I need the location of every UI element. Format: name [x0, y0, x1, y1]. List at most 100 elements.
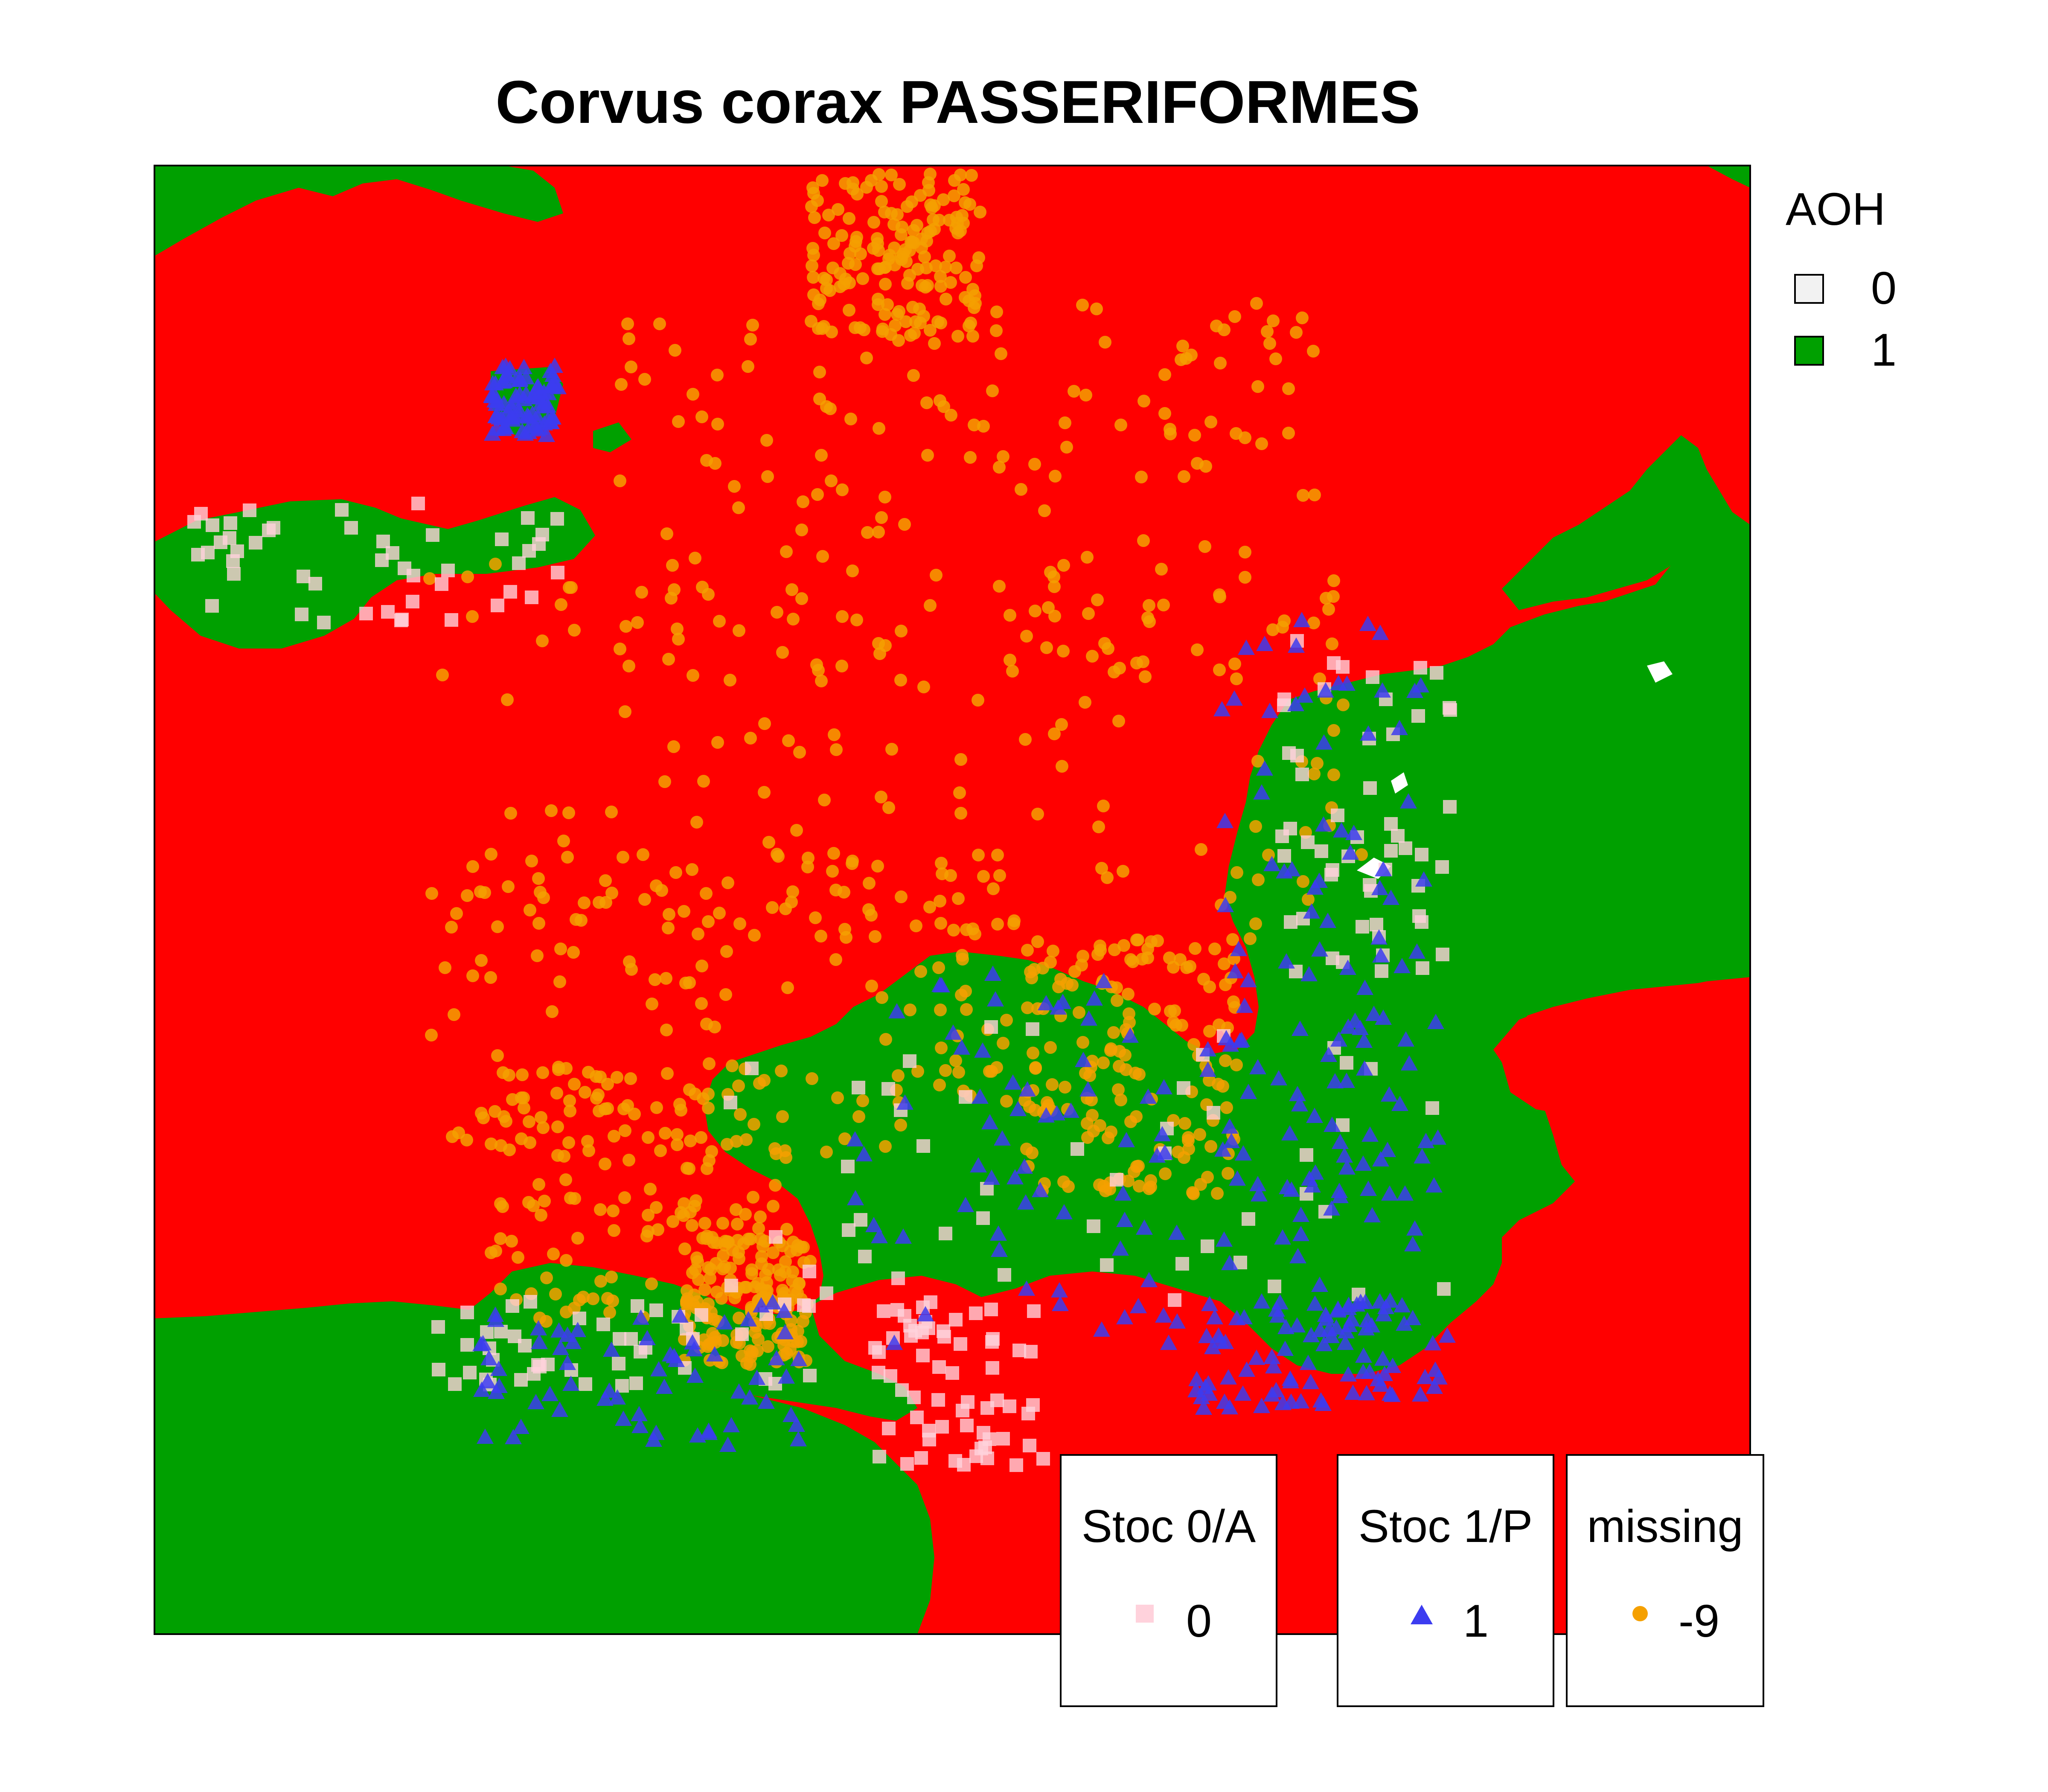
missing-point — [546, 1005, 559, 1018]
missing-point — [532, 917, 545, 930]
stoc-present-point — [1393, 958, 1411, 973]
missing-point — [1180, 961, 1193, 974]
stoc-absent-point — [820, 1286, 833, 1300]
stoc-absent-point — [432, 1363, 445, 1376]
stoc-present-point — [1118, 1132, 1135, 1147]
missing-point — [558, 1150, 570, 1163]
missing-point — [1076, 1036, 1089, 1049]
stoc-present-point — [1338, 1073, 1355, 1088]
missing-point — [536, 634, 549, 647]
missing-point — [1119, 1049, 1132, 1062]
stoc-present-point — [1352, 1020, 1369, 1035]
stoc-absent-point — [514, 1373, 528, 1387]
stoc-present-point — [1288, 637, 1305, 653]
stoc-present-point — [1236, 998, 1253, 1013]
stoc-absent-point — [882, 1422, 896, 1435]
stoc-absent-point — [877, 1304, 890, 1318]
stoc-present-point — [1199, 1062, 1216, 1077]
missing-point — [932, 961, 945, 974]
missing-point — [972, 849, 985, 861]
aoh-present-island-b — [593, 422, 631, 452]
stoc-absent-point — [695, 1308, 708, 1322]
missing-point — [785, 896, 798, 908]
stoc-absent-point — [426, 528, 439, 542]
missing-point — [777, 1339, 790, 1352]
missing-point — [818, 794, 831, 806]
missing-point — [818, 227, 831, 239]
missing-point — [1249, 917, 1262, 930]
stoc-absent-point — [541, 1358, 555, 1371]
stoc-present-point — [1222, 1036, 1239, 1052]
missing-point — [856, 1094, 869, 1107]
missing-point — [954, 224, 967, 237]
stoc-present-point — [700, 1423, 717, 1438]
stoc-present-point — [544, 367, 561, 382]
missing-point — [494, 1283, 507, 1295]
missing-point — [563, 581, 576, 594]
stoc-absent-point — [916, 1139, 930, 1153]
missing-point — [865, 980, 878, 992]
missing-point — [867, 242, 880, 255]
stoc-present-point — [1393, 1297, 1411, 1312]
missing-point — [1204, 416, 1217, 428]
stoc-present-point — [1214, 1141, 1231, 1157]
stoc-present-point — [689, 1427, 706, 1443]
aoh-absent-region-east-gulf — [1493, 981, 1750, 1186]
stoc-absent-point — [624, 1332, 638, 1346]
missing-points — [423, 168, 1368, 1371]
missing-point — [904, 1004, 916, 1016]
missing-point — [701, 1162, 713, 1175]
missing-point — [1255, 437, 1268, 450]
missing-point — [1203, 1025, 1216, 1038]
stoc-absent-point — [1430, 666, 1443, 680]
missing-point — [662, 653, 675, 666]
stoc-absent-point — [381, 605, 395, 619]
missing-point — [631, 616, 644, 629]
missing-point — [843, 212, 855, 225]
missing-point — [879, 491, 891, 503]
stoc-present-point — [1160, 1335, 1177, 1350]
missing-point — [1000, 1014, 1013, 1027]
missing-point — [914, 965, 927, 978]
stoc-absent-point — [984, 1303, 998, 1316]
missing-point — [1000, 1095, 1013, 1108]
stoc-present-point — [1412, 1386, 1429, 1402]
missing-point — [1112, 1083, 1125, 1096]
missing-point — [748, 1118, 760, 1131]
missing-point — [1213, 591, 1226, 603]
missing-point — [1313, 672, 1326, 685]
missing-point — [1068, 385, 1080, 398]
missing-point — [1095, 862, 1108, 875]
missing-point — [891, 208, 904, 221]
missing-point — [1049, 470, 1062, 483]
missing-point — [842, 257, 855, 270]
missing-point — [1213, 663, 1226, 676]
stoc-present-point — [1324, 1117, 1341, 1132]
missing-point — [720, 945, 733, 958]
missing-point — [711, 736, 724, 749]
missing-point — [564, 1192, 577, 1204]
stoc-absent-point — [873, 1450, 886, 1463]
stoc-absent-point — [435, 577, 448, 591]
stoc-present-point — [1136, 1219, 1153, 1235]
stoc-present-point — [668, 1352, 685, 1367]
missing-point — [697, 1092, 710, 1105]
missing-point — [921, 227, 934, 239]
missing-point — [776, 646, 789, 659]
missing-point — [1327, 590, 1340, 603]
stoc-present-point — [1364, 1207, 1381, 1222]
orange-dot-icon — [1632, 1606, 1648, 1621]
stoc-present-point — [1240, 972, 1257, 987]
missing-point — [1052, 980, 1065, 993]
missing-point — [550, 1087, 563, 1100]
missing-point — [1326, 637, 1338, 650]
missing-point — [1168, 1004, 1181, 1017]
stoc-present-legend-title: Stoc 1/P — [1358, 1500, 1533, 1552]
missing-point — [1076, 299, 1089, 311]
missing-point — [698, 1283, 711, 1296]
stoc-present-point — [1355, 1155, 1372, 1171]
missing-point — [1311, 757, 1324, 770]
missing-point — [1117, 865, 1129, 878]
stoc-absent-point — [1415, 848, 1428, 861]
